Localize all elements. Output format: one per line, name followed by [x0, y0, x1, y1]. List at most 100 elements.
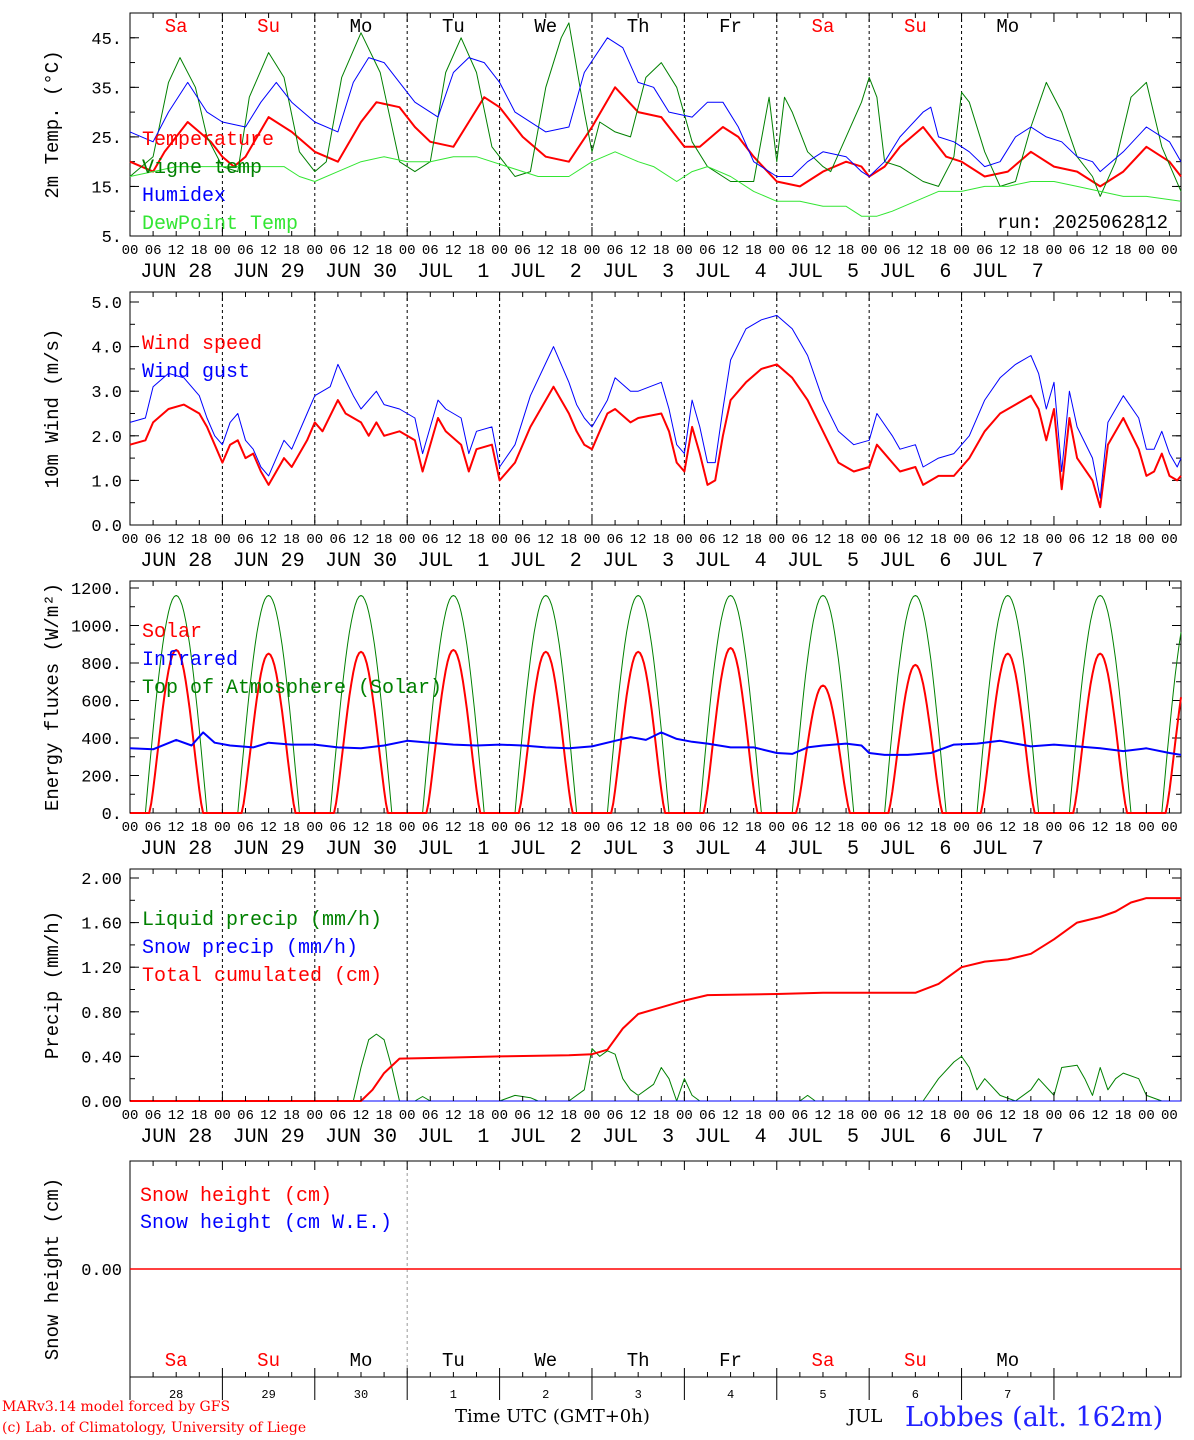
legend-wind-gust: Wind gust — [142, 361, 250, 384]
hour-tick-label: 12 — [445, 243, 462, 259]
hour-tick-label: 00 — [861, 243, 878, 259]
legend-snow-precip-mm-h: Snow precip (mm/h) — [142, 937, 358, 960]
panel-frame — [129, 291, 1182, 526]
y-tick-label: 1000. — [71, 619, 122, 638]
hour-tick-label: 12 — [353, 820, 370, 836]
hour-tick-label: 18 — [745, 820, 762, 836]
hour-tick-label: 12 — [630, 243, 647, 259]
hour-tick-label: 12 — [722, 1108, 739, 1124]
hour-tick-label: 12 — [907, 1108, 924, 1124]
hour-tick-label: 18 — [838, 1108, 855, 1124]
series-liquid-precip-mm-h — [130, 1033, 1181, 1102]
weekday-label: Su — [257, 1350, 280, 1372]
day-number-label: 7 — [1004, 1388, 1011, 1402]
y-tick-label: 5.0 — [91, 295, 122, 314]
date-label: JUN 30 — [325, 550, 397, 573]
weekday-label: Th — [627, 1350, 650, 1372]
hour-tick-label: 00 — [306, 243, 323, 259]
legend-temperature: Temperature — [142, 129, 274, 152]
hour-tick-label: 06 — [791, 243, 808, 259]
series-temperature — [129, 86, 1182, 188]
y-axis-label: Precip (mm/h) — [42, 911, 64, 1059]
hour-tick-label: 06 — [976, 820, 993, 836]
weekday-label: Su — [257, 16, 280, 38]
series-solar — [130, 647, 1182, 814]
date-label: JUN 28 — [140, 838, 212, 861]
legend-humidex: Humidex — [142, 185, 226, 208]
y-tick-label: 2.00 — [81, 871, 122, 890]
hour-tick-label: 00 — [399, 243, 416, 259]
hour-tick-label: 06 — [884, 820, 901, 836]
hour-tick-label: 12 — [445, 820, 462, 836]
hour-tick-label: 18 — [930, 1108, 947, 1124]
hour-tick-label: 12 — [353, 532, 370, 548]
hour-tick-label: 18 — [560, 1108, 577, 1124]
date-label: JUL 4 — [695, 838, 767, 861]
date-label: JUN 28 — [140, 550, 212, 573]
y-tick-label: 2.0 — [91, 429, 122, 448]
hour-tick-label: 00 — [676, 532, 693, 548]
hour-tick-label: 06 — [422, 1108, 439, 1124]
y-tick-label: 0.0 — [91, 518, 122, 537]
panel-frame — [129, 580, 1182, 814]
hour-tick-label: 00 — [491, 532, 508, 548]
legend-total-cumulated-cm: Total cumulated (cm) — [142, 965, 382, 988]
hour-tick-label: 12 — [537, 243, 554, 259]
hour-tick-label: 12 — [168, 1108, 185, 1124]
hour-tick-label: 18 — [468, 243, 485, 259]
y-tick-label: 5. — [102, 229, 122, 248]
hour-tick-label: 00 — [584, 532, 601, 548]
hour-tick-label: 06 — [422, 243, 439, 259]
date-label: JUN 30 — [325, 838, 397, 861]
weekday-label: Fr — [719, 16, 742, 38]
hour-tick-label: 06 — [791, 532, 808, 548]
hour-tick-label: 00 — [491, 243, 508, 259]
hour-tick-label: 06 — [607, 1108, 624, 1124]
y-tick-label: 0.80 — [81, 1005, 122, 1024]
date-label: JUL 2 — [510, 261, 582, 284]
legend-dewpoint-temp: DewPoint Temp — [142, 213, 298, 236]
hour-tick-label: 06 — [329, 243, 346, 259]
hour-tick-label: 06 — [699, 820, 716, 836]
date-label: JUL 5 — [787, 261, 859, 284]
y-tick-label: 400. — [81, 731, 122, 750]
x-axis-1: 00 06 12 18 00 06 12 18 00 06 12 18 00 06 12 18 00 06 12 18… — [122, 292, 1178, 573]
y-tick-label: 1200. — [71, 581, 122, 600]
hour-tick-label: 18 — [283, 820, 300, 836]
date-label: JUL 7 — [972, 1126, 1044, 1149]
hour-tick-label: 00 — [214, 532, 231, 548]
hour-tick-label: 06 — [329, 532, 346, 548]
hour-tick-label: 06 — [237, 1108, 254, 1124]
legend-wind-speed: Wind speed — [142, 333, 262, 356]
hour-tick-label: 00 — [491, 820, 508, 836]
hour-tick-label: 12 — [1092, 820, 1109, 836]
hour-tick-label: 06 — [884, 1108, 901, 1124]
hour-tick-label: 18 — [191, 1108, 208, 1124]
panel-frame — [129, 12, 1182, 237]
hour-tick-label: 06 — [145, 820, 162, 836]
y-tick-label: 0. — [102, 806, 122, 825]
hour-tick-label: 18 — [191, 532, 208, 548]
hour-tick-label: 06 — [607, 532, 624, 548]
date-label: JUL 6 — [879, 1126, 951, 1149]
hour-tick-label: 00 — [953, 1108, 970, 1124]
date-label: JUL 7 — [972, 261, 1044, 284]
y-tick-label: 800. — [81, 656, 122, 675]
date-label: JUL 1 — [417, 261, 489, 284]
hour-tick-label: 06 — [514, 532, 531, 548]
hour-tick-label: 18 — [653, 820, 670, 836]
weekday-label: Su — [904, 16, 927, 38]
hour-tick-label: 18 — [283, 243, 300, 259]
hour-tick-label: 18 — [376, 532, 393, 548]
hour-tick-label: 00 — [399, 532, 416, 548]
hour-tick-label: 12 — [907, 532, 924, 548]
y-axis-label: Energy fluxes (W/m²) — [42, 583, 64, 811]
date-label: JUL 3 — [602, 261, 674, 284]
hour-tick-label: 06 — [329, 820, 346, 836]
hour-tick-label: 18 — [191, 243, 208, 259]
legend-top-of-atmosphere-solar: Top of Atmosphere (Solar) — [142, 677, 442, 700]
hour-tick-label: 12 — [815, 532, 832, 548]
day-number-label: 4 — [727, 1388, 734, 1402]
weekday-label: Sa — [165, 16, 188, 38]
hour-tick-label: 00 — [214, 820, 231, 836]
